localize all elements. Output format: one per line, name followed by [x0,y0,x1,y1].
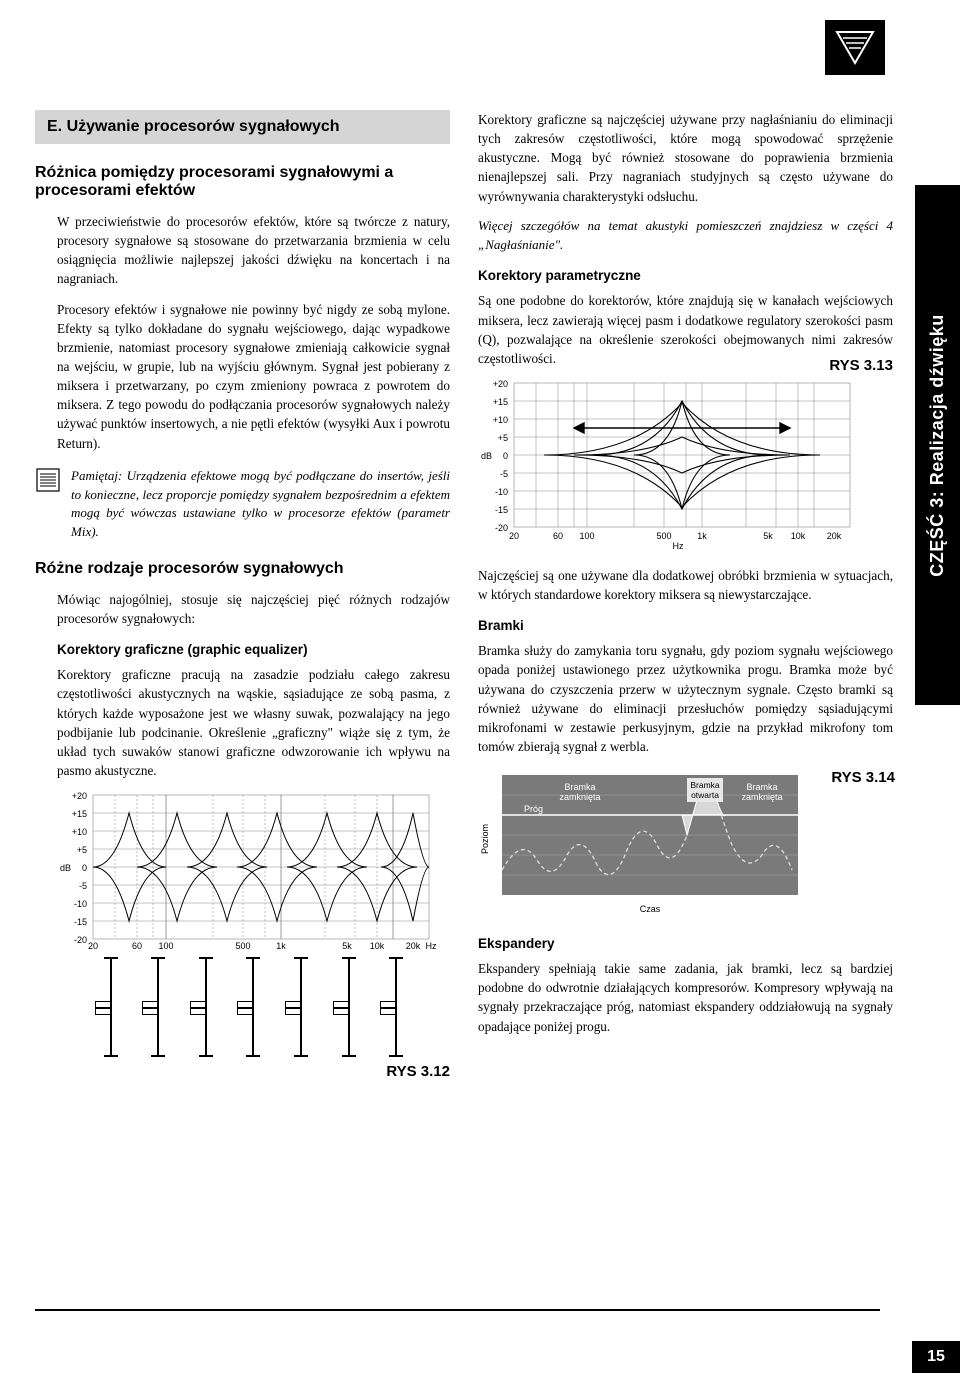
svg-text:500: 500 [235,941,250,951]
svg-text:-10: -10 [74,899,87,909]
eq-slider[interactable] [197,957,215,1057]
chapter-tab: CZĘŚĆ 3: Realizacja dźwięku [915,185,960,705]
heading-parametric: Korektory parametryczne [478,268,893,283]
graphic-eq-chart: +20 +15 +10 +5 0 -5 -10 -15 -20 dB 20 [57,791,450,1080]
note-text: Pamiętaj: Urządzenia efektowe mogą być p… [71,467,450,542]
left-column: E. Używanie procesorów sygnałowych Różni… [35,110,450,1092]
svg-text:+5: +5 [498,433,508,443]
svg-text:-10: -10 [495,487,508,497]
footer-rule [35,1309,880,1311]
svg-text:+10: +10 [72,827,87,837]
svg-text:dB: dB [481,451,492,461]
svg-text:zamknięta: zamknięta [741,792,782,802]
paragraph-italic: Więcej szczegółów na temat akustyki pomi… [478,217,893,255]
figure-label-312: RYS 3.12 [57,1063,450,1080]
eq-slider[interactable] [244,957,262,1057]
svg-text:+20: +20 [493,379,508,389]
param-svg: +20 +15 +10 +5 0 -5 -10 -15 -20 dB 20 60 [478,379,858,549]
svg-text:otwarta: otwarta [691,790,719,800]
note-block: Pamiętaj: Urządzenia efektowe mogą być p… [35,467,450,542]
paragraph: Mówiąc najogólniej, stosuje się najczęśc… [57,590,450,628]
svg-text:-15: -15 [74,917,87,927]
paragraph: W przeciwieństwie do procesorów efektów,… [57,212,450,289]
svg-text:Bramka: Bramka [746,782,777,792]
svg-text:Próg: Próg [524,804,543,814]
paragraph: Procesory efektów i sygnałowe nie powinn… [57,300,450,453]
heading-types: Różne rodzaje procesorów sygnałowych [35,560,450,578]
svg-text:60: 60 [132,941,142,951]
paragraph: Bramka służy do zamykania toru sygnału, … [478,641,893,756]
eq-slider[interactable] [387,957,405,1057]
svg-text:-5: -5 [500,469,508,479]
svg-text:10k: 10k [791,531,806,541]
eq-svg: +20 +15 +10 +5 0 -5 -10 -15 -20 dB 20 [57,791,437,951]
svg-text:+5: +5 [77,845,87,855]
svg-text:-5: -5 [79,881,87,891]
svg-text:0: 0 [503,451,508,461]
svg-text:-15: -15 [495,505,508,515]
svg-text:0: 0 [82,863,87,873]
eq-sliders [57,957,450,1057]
gate-chart: RYS 3.14 [478,767,893,922]
right-column: Korektory graficzne są najczęściej używa… [478,110,893,1092]
figure-label-314: RYS 3.14 [831,769,895,786]
heading-difference: Różnica pomiędzy procesorami sygnałowymi… [35,164,450,200]
svg-text:20: 20 [509,531,519,541]
svg-text:+15: +15 [72,809,87,819]
svg-text:-20: -20 [74,935,87,945]
parametric-eq-chart: +20 +15 +10 +5 0 -5 -10 -15 -20 dB 20 60 [478,379,893,554]
svg-text:20: 20 [88,941,98,951]
chapter-tab-label: CZĘŚĆ 3: Realizacja dźwięku [927,314,948,577]
eq-slider[interactable] [340,957,358,1057]
heading-expanders: Ekspandery [478,936,893,951]
heading-gates: Bramki [478,618,893,633]
svg-text:100: 100 [158,941,173,951]
heading-graphic-eq: Korektory graficzne (graphic equalizer) [57,642,450,657]
svg-text:1k: 1k [276,941,286,951]
paragraph: Korektory graficzne są najczęściej używa… [478,110,893,206]
page: CZĘŚĆ 3: Realizacja dźwięku E. Używanie … [0,0,960,1391]
eq-slider[interactable] [102,957,120,1057]
svg-text:Bramka: Bramka [690,780,720,790]
figure-label-313: RYS 3.13 [829,357,893,374]
eq-slider[interactable] [292,957,310,1057]
svg-text:60: 60 [553,531,563,541]
svg-text:+10: +10 [493,415,508,425]
svg-text:+15: +15 [493,397,508,407]
svg-text:Hz: Hz [426,941,437,951]
svg-text:zamknięta: zamknięta [559,792,600,802]
gate-xlabel: Czas [640,904,661,914]
paragraph: Korektory graficzne pracują na zasadzie … [57,665,450,780]
svg-text:5k: 5k [342,941,352,951]
svg-text:500: 500 [656,531,671,541]
paragraph: Najczęściej są one używane dla dodatkowe… [478,566,893,604]
page-number: 15 [912,1341,960,1373]
svg-text:dB: dB [60,863,71,873]
svg-text:5k: 5k [763,531,773,541]
svg-text:20k: 20k [406,941,421,951]
section-header: E. Używanie procesorów sygnałowych [35,110,450,144]
paragraph: Ekspandery spełniają takie same zadania,… [478,959,893,1036]
svg-text:-20: -20 [495,523,508,533]
svg-text:20k: 20k [827,531,842,541]
svg-text:1k: 1k [697,531,707,541]
svg-text:10k: 10k [370,941,385,951]
eq-slider[interactable] [149,957,167,1057]
gate-svg: Bramka zamknięta Bramka otwarta Bramka z… [478,767,858,917]
svg-text:+20: +20 [72,791,87,801]
svg-text:100: 100 [579,531,594,541]
note-icon [35,467,61,542]
brand-logo [825,20,885,75]
gate-ylabel: Poziom [480,824,490,854]
svg-text:Hz: Hz [673,541,684,549]
gate-closed-label: Bramka [564,782,595,792]
two-column-layout: E. Używanie procesorów sygnałowych Różni… [35,110,925,1092]
